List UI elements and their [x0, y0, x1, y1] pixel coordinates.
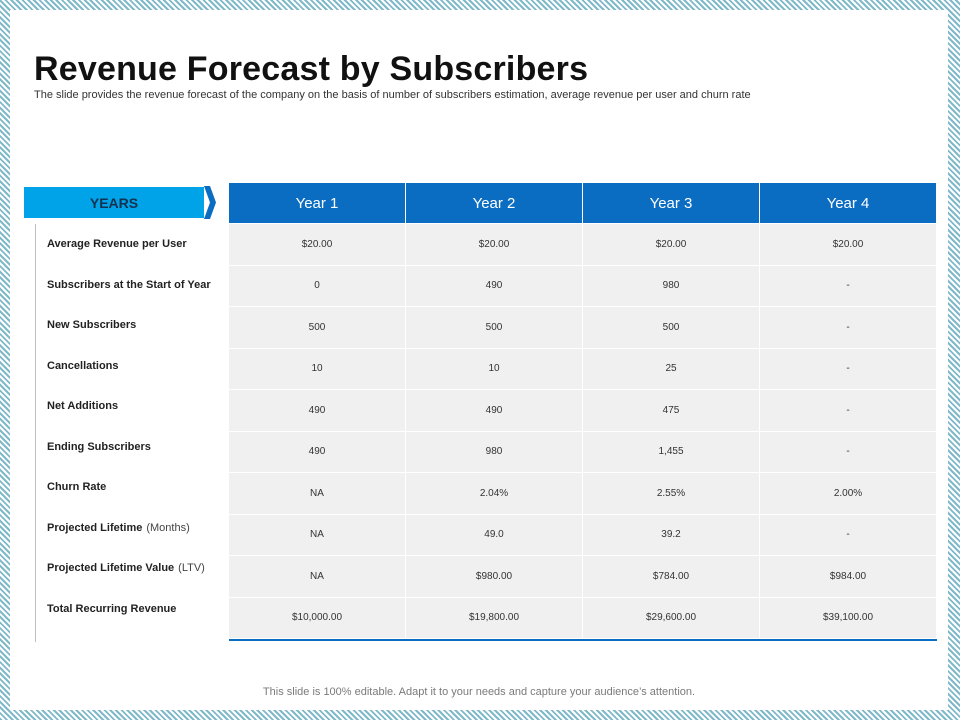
table-row: $10,000.00 $19,800.00 $29,600.00 $39,100.00	[229, 596, 936, 638]
row-label-text: Total Recurring Revenue	[47, 602, 177, 615]
row-label: Cancellations	[47, 346, 237, 386]
table-cell: NA	[310, 570, 324, 582]
row-label-text: Net Additions	[47, 400, 119, 412]
table-cell: 25	[582, 348, 759, 389]
table-cell: 10	[405, 348, 582, 389]
table-cell: $980.00	[405, 556, 582, 597]
table-cell: -	[759, 348, 936, 389]
table-cell: -	[759, 514, 936, 555]
row-labels: Average Revenue per User Subscribers at t…	[35, 224, 231, 642]
row-label-text: Projected Lifetime	[47, 521, 143, 534]
column-header: Year 2	[405, 183, 582, 223]
table-cell: $39,100.00	[759, 597, 936, 638]
table-cell: -	[759, 431, 936, 472]
row-label-text: Average Revenue per User	[47, 238, 187, 250]
table-cell: $29,600.00	[582, 597, 759, 638]
table-row: 490 490 475-	[229, 389, 936, 431]
row-label: Net Additions	[47, 386, 237, 426]
row-label: Churn Rate	[47, 467, 237, 507]
table-cell: $20.00	[301, 238, 333, 250]
table-cell: 2.04%	[405, 473, 582, 514]
table-cell: $20.00	[759, 224, 936, 265]
row-label-text: Cancellations	[47, 359, 119, 372]
column-header: Year 1	[295, 194, 339, 212]
table-cell: 49.0	[405, 514, 582, 555]
table-cell: 500	[308, 321, 326, 333]
table-cell: 39.2	[582, 514, 759, 555]
table-row: 500 500 500-	[229, 306, 936, 348]
table-cell: 500	[582, 307, 759, 348]
table-cell: $984.00	[759, 556, 936, 597]
row-label: New Subscribers	[47, 305, 237, 345]
table-cell: 980	[405, 431, 582, 472]
table-cell: 10	[311, 363, 323, 375]
table-cell: $19,800.00	[405, 597, 582, 638]
row-label-unit: (LTV)	[178, 562, 205, 574]
table-cell: $10,000.00	[291, 612, 343, 624]
table-cell: NA	[310, 487, 324, 499]
row-label-unit: (Months)	[146, 521, 190, 534]
table-cell: $784.00	[582, 556, 759, 597]
column-header: Year 3	[582, 183, 759, 223]
table-cell: -	[759, 307, 936, 348]
footer-note: This slide is 100% editable. Adapt it to…	[262, 686, 696, 698]
table-cell: 490	[308, 404, 326, 416]
table-cell: NA	[310, 529, 324, 541]
table-cell: 500	[405, 307, 582, 348]
forecast-table: Year 1 Year 2 Year 3 Year 4 $20.00 $20.00 $20…	[229, 183, 936, 638]
row-label-text: Projected Lifetime Value	[47, 562, 175, 574]
table-cell: 490	[308, 446, 326, 458]
row-label-text: Ending Subscribers	[47, 440, 151, 453]
page-title: Revenue Forecast by Subscribers	[34, 50, 589, 88]
table-cell: 0	[314, 280, 320, 292]
row-label-text: New Subscribers	[47, 319, 137, 331]
table-cell: 2.00%	[759, 473, 936, 514]
table-cell: 2.55%	[582, 473, 759, 514]
table-cell: -	[759, 390, 936, 431]
table-cell: $20.00	[582, 224, 759, 265]
table-row: NA 49.0 39.2-	[229, 513, 936, 555]
table-row: 490 980 1,455-	[229, 430, 936, 472]
table-row: 0 490 980-	[229, 264, 936, 306]
chevron-right-icon	[204, 186, 216, 219]
row-label: Projected Lifetime Value (LTV)	[47, 548, 237, 588]
row-label: Subscribers at the Start of Year	[47, 265, 237, 305]
table-row: $20.00 $20.00 $20.00 $20.00	[229, 223, 936, 265]
row-label: Ending Subscribers	[47, 427, 237, 467]
table-header: Year 1 Year 2 Year 3 Year 4	[229, 183, 936, 223]
row-label-text: Subscribers at the Start of Year	[47, 278, 211, 291]
table-cell: 475	[582, 390, 759, 431]
row-label: Average Revenue per User	[47, 224, 237, 264]
slide: Revenue Forecast by Subscribers The slid…	[10, 10, 948, 710]
row-label: Projected Lifetime (Months)	[47, 508, 237, 548]
table-cell: 490	[405, 390, 582, 431]
column-header: Year 4	[759, 183, 936, 223]
table-body: $20.00 $20.00 $20.00 $20.00 0 490 980-500 500 50…	[229, 223, 936, 638]
table-cell: 490	[405, 265, 582, 306]
row-label-text: Churn Rate	[47, 481, 107, 493]
table-row: NA $980.00 $784.00 $984.00	[229, 555, 936, 597]
table-cell: 980	[582, 265, 759, 306]
years-tab-label: YEARS	[89, 194, 139, 211]
page-subtitle: The slide provides the revenue forecast …	[34, 89, 751, 101]
table-cell: $20.00	[405, 224, 582, 265]
table-row: 10 10 25-	[229, 347, 936, 389]
years-tab: YEARS	[24, 187, 204, 218]
table-cell: 1,455	[582, 431, 759, 472]
table-row: NA 2.04% 2.55% 2.00%	[229, 472, 936, 514]
row-label: Total Recurring Revenue	[47, 589, 237, 629]
table-cell: -	[759, 265, 936, 306]
table-bottom-rule	[229, 639, 937, 641]
